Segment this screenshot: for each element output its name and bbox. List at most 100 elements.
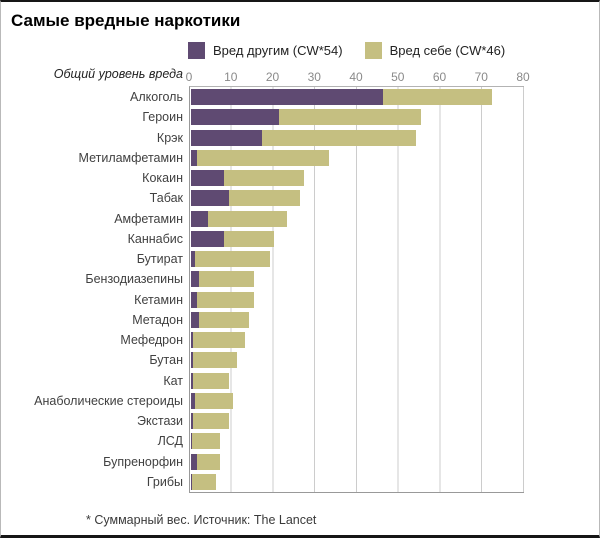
bar-row: Героин bbox=[1, 107, 599, 127]
bar-segment-harm-self bbox=[191, 433, 221, 450]
bar-segment-harm-self bbox=[228, 190, 300, 207]
bar-track bbox=[191, 249, 525, 269]
x-axis-title: Общий уровень вреда bbox=[53, 67, 183, 81]
bar-segment-harm-others bbox=[191, 433, 192, 450]
bar-track bbox=[191, 431, 525, 451]
bar-track bbox=[191, 411, 525, 431]
plot-area: Алкоголь Героин Крэк Метиламфетамин Кокаин Та… bbox=[1, 86, 599, 493]
bar-row: Кокаин bbox=[1, 168, 599, 188]
bar-row: Грибы bbox=[1, 472, 599, 492]
bar-segment-harm-self bbox=[383, 89, 492, 105]
bar-track bbox=[191, 391, 525, 411]
category-label: Табак bbox=[149, 191, 183, 206]
legend-item-harm-self: Вред себе (CW*46) bbox=[364, 41, 506, 59]
category-label: Кокаин bbox=[142, 171, 183, 185]
bar-segment-harm-self bbox=[197, 149, 329, 166]
category-label: Крэк bbox=[156, 130, 183, 145]
category-label: Кат bbox=[163, 373, 183, 388]
bar-row: Бутан bbox=[1, 350, 599, 370]
x-tick-label: 20 bbox=[265, 70, 280, 84]
bar-track bbox=[191, 107, 525, 127]
category-label: Героин bbox=[142, 110, 183, 125]
x-axis-ticks: 0 10 20 30 40 50 60 70 80 bbox=[186, 68, 534, 84]
bar-segment-harm-self bbox=[195, 392, 233, 409]
bar-track bbox=[191, 188, 525, 208]
category-label: Анаболические стероиды bbox=[34, 393, 183, 408]
x-tick-label: 60 bbox=[432, 70, 447, 84]
bar-track bbox=[191, 452, 525, 472]
source-footnote: * Суммарный вес. Источник: The Lancet bbox=[86, 513, 317, 527]
bar-segment-harm-self bbox=[278, 109, 421, 126]
bar-segment-harm-self bbox=[199, 271, 254, 288]
bar-row: Экстази bbox=[1, 411, 599, 431]
bar-segment-harm-others bbox=[191, 129, 262, 146]
category-label: Бензодиазепины bbox=[85, 272, 183, 287]
bar-track bbox=[191, 350, 525, 370]
category-label: Бутан bbox=[149, 353, 183, 368]
bar-rows: Алкоголь Героин Крэк Метиламфетамин Кокаин Та… bbox=[1, 87, 599, 492]
legend: Вред другим (CW*54) Вред себе (CW*46) bbox=[188, 41, 599, 59]
bar-track bbox=[191, 128, 525, 148]
bar-row: Мефедрон bbox=[1, 330, 599, 350]
category-label: Грибы bbox=[146, 474, 183, 489]
legend-label-harm-others: Вред другим (CW*54) bbox=[213, 42, 343, 58]
x-tick-label: 10 bbox=[224, 70, 238, 84]
bar-segment-harm-self bbox=[193, 372, 229, 389]
bar-row: Каннабис bbox=[1, 229, 599, 249]
bar-row: Кетамин bbox=[1, 290, 599, 310]
bar-row: Крэк bbox=[1, 128, 599, 148]
bar-row: Бутират bbox=[1, 249, 599, 269]
bar-segment-harm-others bbox=[191, 251, 196, 267]
bar-segment-harm-self bbox=[224, 170, 304, 186]
bar-segment-harm-others bbox=[191, 372, 194, 389]
bar-segment-harm-others bbox=[191, 210, 208, 227]
x-tick-label: 30 bbox=[307, 70, 321, 84]
category-label: Метиламфетамин bbox=[78, 150, 183, 165]
bar-segment-harm-others bbox=[191, 392, 196, 409]
bar-row: Метадон bbox=[1, 310, 599, 330]
bar-segment-harm-self bbox=[199, 311, 250, 328]
bar-track bbox=[191, 290, 525, 310]
legend-label-harm-self: Вред себе (CW*46) bbox=[389, 42, 506, 58]
bar-track bbox=[191, 209, 525, 229]
bar-row: Бупренорфин bbox=[1, 452, 599, 472]
bar-segment-harm-others bbox=[191, 271, 200, 288]
bar-segment-harm-others bbox=[191, 413, 194, 429]
bar-row: Анаболические стероиды bbox=[1, 391, 599, 411]
bar-track bbox=[191, 269, 525, 289]
bar-segment-harm-self bbox=[224, 230, 275, 247]
bar-segment-harm-others bbox=[191, 311, 200, 328]
category-label: Мефедрон bbox=[120, 333, 183, 347]
bar-segment-harm-others bbox=[191, 352, 194, 369]
x-tick-label: 40 bbox=[349, 70, 363, 84]
category-label: Амфетамин bbox=[114, 211, 183, 226]
bar-segment-harm-others bbox=[191, 230, 225, 247]
bar-segment-harm-others bbox=[191, 149, 198, 166]
category-label: Экстази bbox=[137, 414, 183, 428]
x-axis: Общий уровень вреда 0 10 20 30 40 50 60 70 80 bbox=[1, 59, 599, 86]
bar-row: Кат bbox=[1, 371, 599, 391]
chart-title: Самые вредные наркотики bbox=[11, 11, 241, 30]
bar-segment-harm-others bbox=[191, 170, 225, 186]
bar-row: Алкоголь bbox=[1, 87, 599, 107]
bar-row: Бензодиазепины bbox=[1, 269, 599, 289]
legend-swatch-harm-others bbox=[188, 41, 205, 59]
bar-row: Табак bbox=[1, 188, 599, 208]
bar-segment-harm-self bbox=[191, 473, 217, 490]
bar-segment-harm-others bbox=[191, 453, 198, 470]
category-label: Бутират bbox=[136, 252, 183, 266]
bar-track bbox=[191, 229, 525, 249]
category-label: Кетамин bbox=[134, 292, 183, 307]
bar-segment-harm-others bbox=[191, 190, 229, 207]
bar-track bbox=[191, 472, 525, 492]
bar-segment-harm-self bbox=[195, 251, 271, 267]
legend-item-harm-others: Вред другим (CW*54) bbox=[188, 41, 343, 59]
bar-segment-harm-self bbox=[193, 332, 246, 348]
bar-row: Амфетамин bbox=[1, 209, 599, 229]
bar-segment-harm-self bbox=[197, 291, 254, 308]
bar-track bbox=[191, 87, 525, 107]
x-tick-label: 80 bbox=[516, 70, 530, 84]
bar-segment-harm-self bbox=[261, 129, 417, 146]
bar-row: ЛСД bbox=[1, 431, 599, 451]
